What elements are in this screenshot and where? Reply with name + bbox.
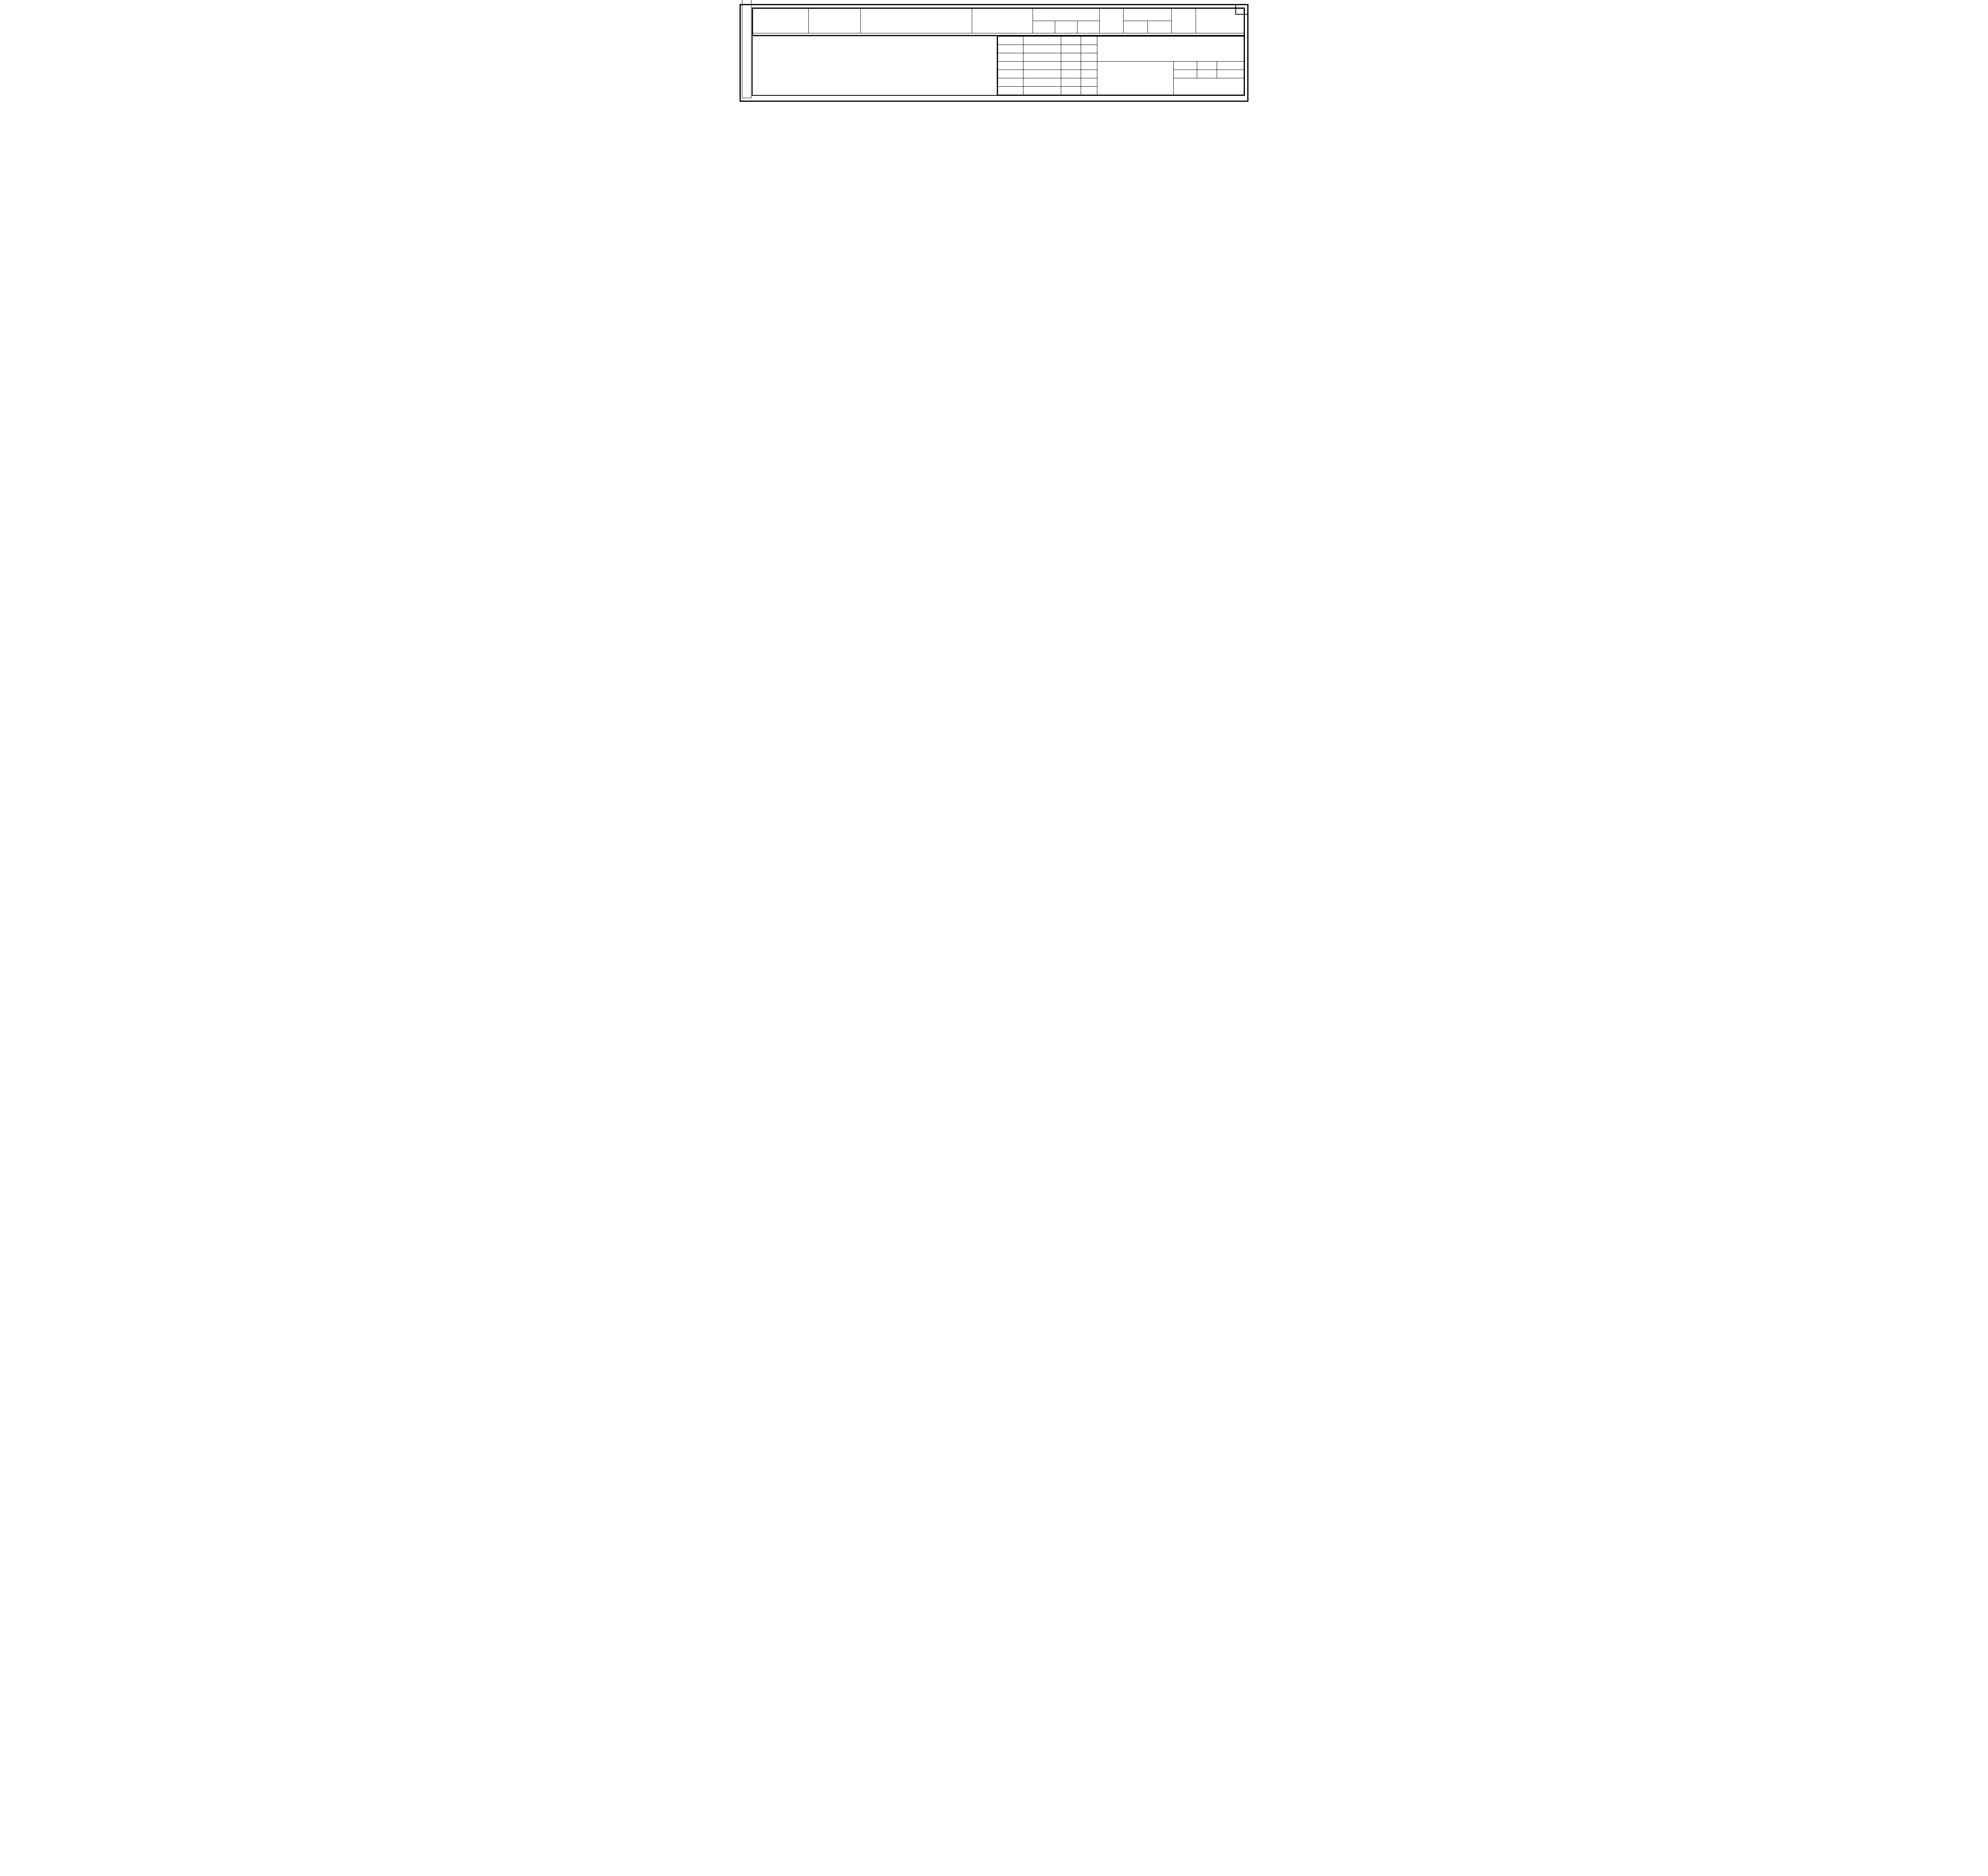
section-title	[753, 33, 1244, 35]
tb-empty-r2c2	[1023, 70, 1061, 78]
tb-empty-r3c1	[998, 78, 1023, 87]
tb-empty-r1c3	[1061, 62, 1081, 70]
tb-empty-r1c1	[998, 62, 1023, 70]
date-ispoln	[1081, 45, 1097, 53]
drawing-code	[1097, 37, 1244, 62]
date-prover	[1081, 53, 1097, 62]
hdr-class	[1099, 9, 1123, 33]
tb-empty-r3c4	[1081, 78, 1097, 87]
name-ispoln	[1023, 45, 1061, 53]
drawing-sheet	[740, 4, 1248, 102]
tb-empty-r2c4	[1081, 70, 1097, 78]
section-title-row	[753, 33, 1244, 35]
title-block	[753, 35, 1244, 95]
date-razrab	[1081, 37, 1097, 45]
hdr-concrete	[1124, 21, 1147, 33]
header-row-1	[753, 9, 1244, 21]
name-prover	[1023, 53, 1061, 62]
org-name	[1173, 78, 1244, 95]
hdr-b	[1055, 21, 1077, 33]
hdr-doc	[809, 9, 861, 33]
role-prover	[998, 53, 1023, 62]
footer-code	[752, 96, 1245, 98]
revision-side-strip	[742, 0, 751, 98]
role-nkontr	[998, 87, 1023, 95]
sig-ispoln	[1061, 45, 1081, 53]
role-razrab	[998, 37, 1023, 45]
name-razrab	[1023, 37, 1061, 45]
hdr-h	[1077, 21, 1100, 33]
sig-prover	[1061, 53, 1081, 62]
tb-empty-r2c1	[998, 70, 1023, 78]
hdr-stage	[1173, 62, 1197, 70]
tb-empty-r1c4	[1081, 62, 1097, 70]
title-block-left-pad	[753, 36, 998, 95]
drawing-title	[1097, 62, 1173, 95]
role-ispoln	[998, 45, 1023, 53]
hdr-l	[1033, 21, 1055, 33]
inner-frame	[752, 8, 1245, 96]
nomenclature-table	[753, 8, 1244, 35]
hdr-sheet	[1197, 62, 1217, 70]
tb-empty-r1c2	[1023, 62, 1061, 70]
title-block-stamp	[998, 36, 1244, 95]
tb-empty-r3c3	[1061, 78, 1081, 87]
tb-empty-r3c2	[1023, 78, 1061, 87]
date-nkontr	[1081, 87, 1097, 95]
name-nkontr	[1023, 87, 1061, 95]
sig-razrab	[1061, 37, 1081, 45]
hdr-element	[972, 9, 1033, 33]
hdr-note	[1196, 9, 1244, 33]
sig-nkontr	[1061, 87, 1081, 95]
val-sheet	[1197, 70, 1217, 78]
tb-empty-r2c3	[1061, 70, 1081, 78]
hdr-sketch	[860, 9, 972, 33]
hdr-steel	[1147, 21, 1171, 33]
val-sheets	[1217, 70, 1244, 78]
hdr-mass	[1172, 9, 1196, 33]
hdr-mark	[753, 9, 809, 33]
hdr-sheets	[1217, 62, 1244, 70]
hdr-consum	[1124, 9, 1172, 21]
val-stage	[1173, 70, 1197, 78]
hdr-dims	[1033, 9, 1099, 21]
